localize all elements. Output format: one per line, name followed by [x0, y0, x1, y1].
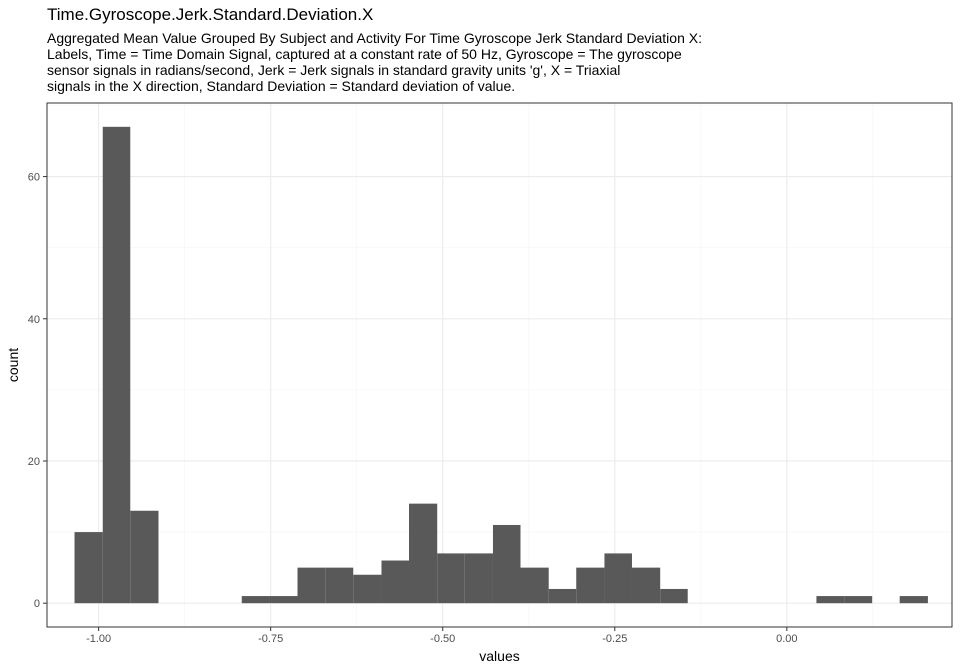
histogram-bar: [520, 567, 549, 604]
histogram-bar: [492, 524, 521, 604]
subtitle-line: sensor signals in radians/second, Jerk =…: [47, 62, 621, 78]
y-axis: 0 20 40 60: [28, 172, 47, 610]
histogram-bar: [130, 510, 159, 604]
histogram-bar: [269, 596, 298, 604]
histogram-bar: [899, 596, 928, 604]
x-tick-label: -0.50: [430, 633, 455, 645]
major-gridlines: [47, 103, 952, 627]
histogram-bar: [74, 532, 103, 604]
subtitle-line: Labels, Time = Time Domain Signal, captu…: [47, 46, 682, 62]
histogram-bar: [353, 574, 382, 604]
histogram-bars: [74, 126, 928, 604]
chart-subtitle: Aggregated Mean Value Grouped By Subject…: [47, 30, 927, 94]
x-tick-label: -1.00: [86, 633, 111, 645]
y-tick-label: 20: [28, 456, 40, 468]
x-tick-label: -0.25: [602, 633, 627, 645]
histogram-bar: [576, 567, 605, 604]
histogram-bar: [604, 553, 632, 604]
x-axis-title: values: [479, 648, 519, 664]
histogram-bar: [437, 553, 465, 604]
histogram-bar: [241, 596, 270, 604]
x-axis: -1.00 -0.75 -0.50 -0.25 0.00: [86, 627, 798, 645]
histogram-bar: [816, 596, 845, 604]
histogram-bar: [297, 567, 326, 604]
plot-panel-border: [46, 102, 953, 628]
histogram-bar: [381, 560, 409, 604]
y-axis-title: count: [5, 348, 21, 382]
histogram-bar: [409, 503, 438, 604]
x-tick-label: 0.00: [776, 633, 797, 645]
subtitle-line: signals in the X direction, Standard Dev…: [47, 78, 516, 94]
chart-title: Time.Gyroscope.Jerk.Standard.Deviation.X: [47, 5, 374, 24]
histogram-bar: [464, 553, 493, 604]
y-tick-label: 0: [34, 598, 40, 610]
minor-gridlines: [47, 103, 952, 627]
subtitle-line: Aggregated Mean Value Grouped By Subject…: [47, 30, 702, 46]
histogram-bar: [102, 126, 131, 604]
histogram-bar: [548, 588, 577, 604]
histogram-bar: [325, 567, 354, 604]
x-tick-label: -0.75: [258, 633, 283, 645]
y-tick-label: 40: [28, 314, 40, 326]
y-tick-label: 60: [28, 172, 40, 184]
histogram-bar: [631, 567, 661, 604]
histogram-bar: [844, 596, 873, 604]
histogram-bar: [660, 588, 688, 604]
